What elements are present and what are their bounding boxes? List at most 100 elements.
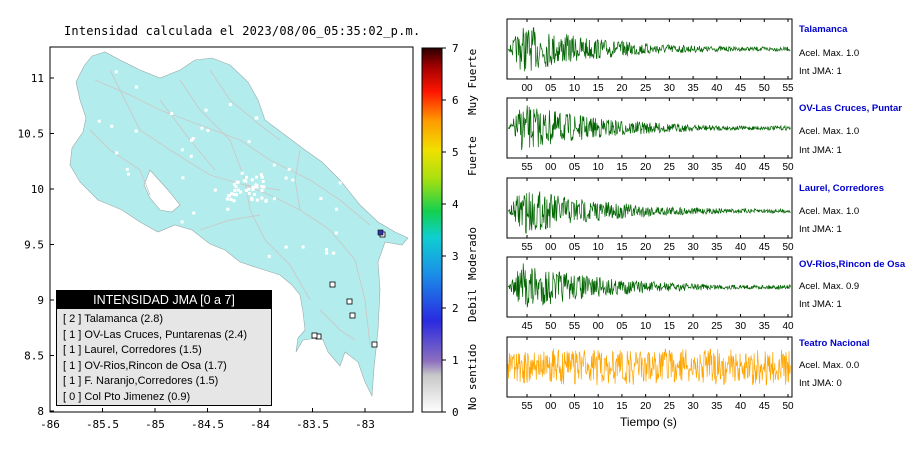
colorbar-tick-label: 2 (452, 302, 459, 315)
time-tick-label: 35 (711, 401, 723, 412)
town-marker (312, 136, 316, 140)
time-tick-label: 45 (521, 321, 533, 332)
town-marker (330, 161, 334, 165)
town-marker (334, 231, 338, 235)
town-marker (251, 185, 255, 189)
colorbar-label-fuerte: Fuerte (466, 136, 479, 176)
time-tick-label: 15 (616, 401, 628, 412)
time-tick-label: 40 (711, 83, 723, 94)
legend-item: [ 0 ] Col Pto Jimenez (0.9) (63, 390, 191, 403)
time-tick-label: 05 (569, 401, 581, 412)
town-marker (332, 251, 336, 255)
town-marker (335, 207, 339, 211)
trace-acel: Acel. Max. 1.0 (799, 126, 860, 137)
time-tick-label: 05 (569, 242, 581, 253)
town-marker (339, 149, 343, 153)
time-tick-label: 05 (569, 162, 581, 173)
trace-name-teatro: Teatro Nacional (799, 338, 870, 349)
town-marker (190, 138, 194, 142)
trace-name-laurel: Laurel, Corredores (799, 183, 884, 194)
town-marker (255, 175, 259, 179)
town-marker (130, 254, 134, 258)
time-tick-label: 10 (593, 242, 605, 253)
town-marker (232, 199, 236, 203)
town-marker (244, 188, 248, 192)
town-marker (233, 189, 237, 193)
town-marker (114, 70, 118, 74)
intensity-colorbar (421, 47, 443, 413)
time-tick-label: 20 (640, 162, 652, 173)
town-marker (191, 137, 195, 141)
town-marker (255, 116, 259, 120)
colorbar-tick-label: 3 (452, 250, 459, 263)
town-marker (292, 125, 296, 129)
time-tick-label: 10 (569, 83, 581, 94)
town-marker (250, 196, 254, 200)
time-tick-label: 20 (688, 321, 700, 332)
time-tick-label: 15 (616, 162, 628, 173)
y-tick-label: 10 (31, 183, 44, 196)
town-marker (206, 128, 210, 132)
time-tick-label: 40 (782, 321, 794, 332)
station-marker (346, 298, 353, 305)
town-marker (228, 103, 232, 107)
y-tick-label: 9.5 (24, 239, 44, 252)
road-line (244, 184, 371, 346)
town-marker (267, 254, 271, 258)
y-tick-label: 10.5 (18, 128, 45, 141)
time-tick-label: 00 (545, 162, 557, 173)
trace-name-rios: OV-Rios,Rincon de Osa (799, 259, 906, 270)
town-marker (204, 108, 208, 112)
time-tick-label: 25 (640, 83, 652, 94)
time-tick-label: 40 (735, 242, 747, 253)
road-line (89, 129, 151, 196)
legend-item: [ 1 ] OV-Las Cruces, Puntarenas (2.4) (63, 328, 248, 341)
town-marker (200, 126, 204, 130)
road-line (94, 79, 371, 226)
road-line (159, 99, 216, 171)
town-marker (229, 197, 233, 201)
station-marker (311, 332, 318, 339)
town-marker (234, 193, 238, 197)
time-tick-label: 30 (688, 242, 700, 253)
town-marker (338, 181, 342, 185)
time-tick-label: 45 (759, 401, 771, 412)
town-marker (262, 185, 266, 189)
town-marker (134, 85, 138, 89)
trace-acel: Acel. Max. 1.0 (799, 206, 860, 217)
x-tick-label: -84 (250, 418, 270, 431)
town-marker (233, 193, 237, 197)
legend-title: INTENSIDAD JMA [0 a 7] (57, 291, 271, 309)
trace-int: Int JMA: 0 (799, 378, 842, 389)
town-marker (276, 80, 280, 84)
town-marker (180, 220, 184, 224)
time-tick-label: 50 (782, 242, 794, 253)
colorbar-label-moderado: Moderado (466, 227, 479, 280)
town-marker (251, 188, 255, 192)
trace-int: Int JMA: 1 (799, 224, 842, 235)
town-marker (236, 188, 240, 192)
time-tick-label: 15 (616, 242, 628, 253)
town-marker (126, 172, 130, 176)
town-marker (247, 140, 251, 144)
y-tick-label: 8 (37, 405, 44, 418)
time-axis-label: Tiempo (s) (620, 415, 677, 429)
time-tick-label: 00 (545, 401, 557, 412)
town-marker (253, 192, 257, 196)
trace-name-talamanca: Talamanca (799, 24, 848, 35)
nicoya-gulf (143, 169, 181, 213)
map-y-axis: 11 10.5 10 9.5 9 8.5 8 (18, 72, 54, 418)
colorbar-tick-label: 7 (452, 42, 459, 55)
time-tick-label: 55 (782, 83, 794, 94)
x-tick-label: -83.5 (296, 418, 329, 431)
colorbar-ticks: 0 1 2 3 4 5 6 7 (442, 42, 459, 419)
x-tick-label: -85.5 (86, 418, 119, 431)
town-marker (255, 198, 259, 202)
legend-item: [ 1 ] F. Naranjo,Corredores (1.5) (63, 375, 219, 387)
time-tick-label: 50 (782, 401, 794, 412)
town-marker (225, 197, 229, 201)
colorbar-label-no-sentido: No sentido (466, 343, 479, 410)
town-marker (255, 184, 259, 188)
colorbar-tick-label: 6 (452, 94, 459, 107)
legend-list: [ 2 ] Talamanca (2.8) [ 1 ] OV-Las Cruce… (57, 309, 271, 405)
